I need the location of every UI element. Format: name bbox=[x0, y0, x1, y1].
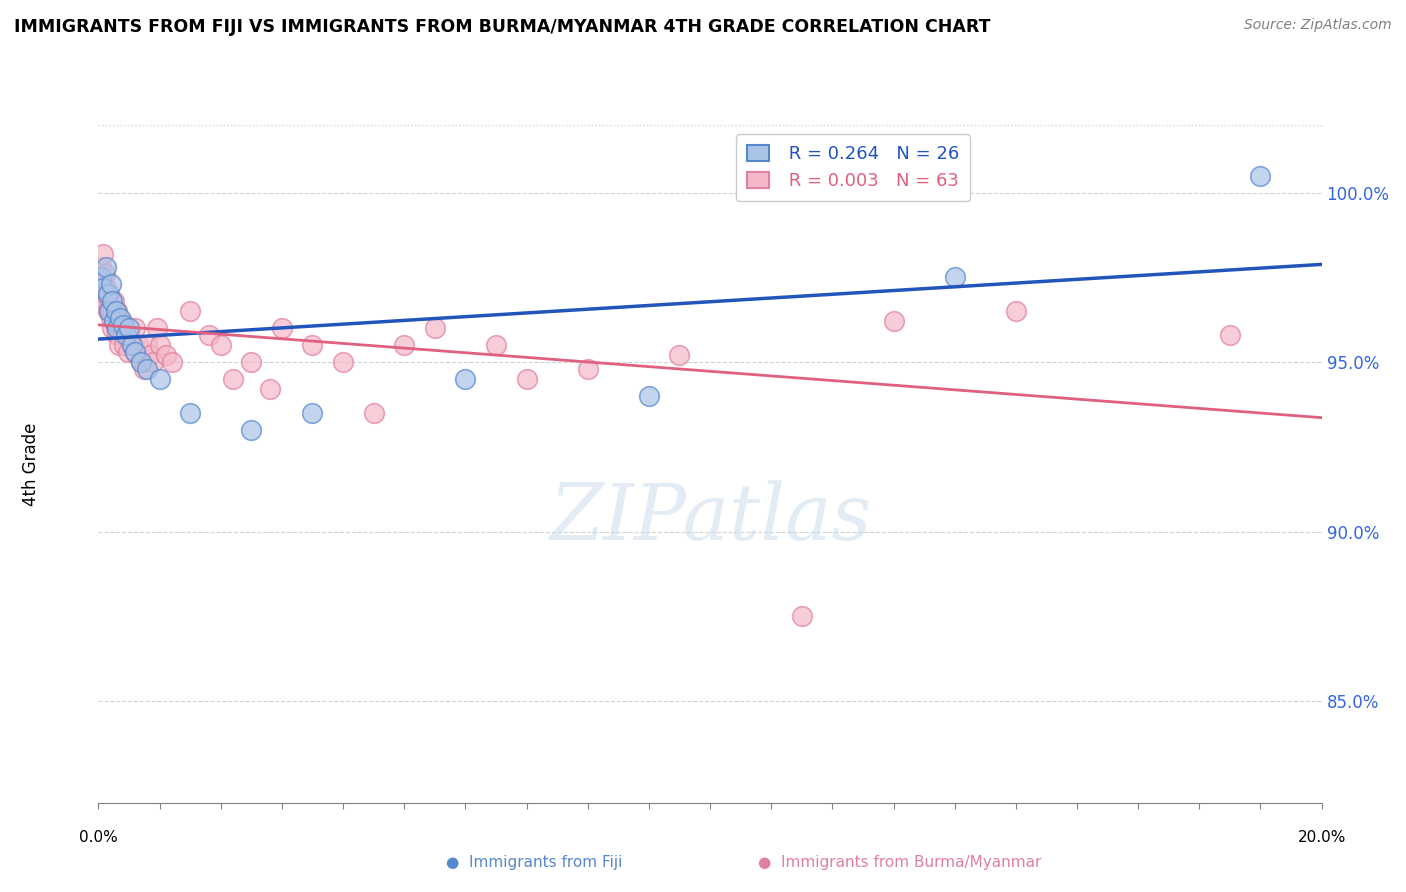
Point bbox=[103, 314, 125, 328]
Point bbox=[101, 321, 124, 335]
Point bbox=[103, 294, 125, 309]
Point bbox=[97, 294, 120, 309]
Point bbox=[423, 321, 446, 335]
Point bbox=[97, 287, 120, 301]
Point bbox=[101, 304, 124, 318]
Text: ZIPatlas: ZIPatlas bbox=[548, 480, 872, 557]
Point bbox=[883, 314, 905, 328]
Point bbox=[108, 311, 131, 326]
Point bbox=[93, 267, 115, 281]
Point bbox=[115, 328, 138, 343]
Point bbox=[240, 423, 263, 437]
Point bbox=[1250, 169, 1272, 183]
Point bbox=[112, 338, 135, 352]
Point bbox=[222, 372, 245, 386]
Point bbox=[270, 321, 294, 335]
Point bbox=[145, 321, 167, 335]
Point bbox=[1219, 328, 1241, 343]
Point bbox=[104, 304, 127, 318]
Point bbox=[98, 304, 121, 318]
Point bbox=[129, 355, 152, 369]
Point bbox=[454, 372, 477, 386]
Point bbox=[121, 338, 143, 352]
Point bbox=[98, 287, 121, 301]
Point bbox=[485, 338, 508, 352]
Point bbox=[118, 321, 141, 335]
Point bbox=[136, 338, 159, 352]
Point bbox=[96, 287, 118, 301]
Text: Source: ZipAtlas.com: Source: ZipAtlas.com bbox=[1244, 18, 1392, 32]
Point bbox=[97, 287, 120, 301]
Point bbox=[149, 338, 172, 352]
Text: 4th Grade: 4th Grade bbox=[22, 422, 41, 506]
Point bbox=[124, 321, 146, 335]
Point bbox=[136, 362, 159, 376]
Point bbox=[127, 338, 149, 352]
Point bbox=[576, 362, 599, 376]
Text: ●  Immigrants from Burma/Myanmar: ● Immigrants from Burma/Myanmar bbox=[758, 855, 1042, 870]
Point bbox=[98, 304, 121, 318]
Point bbox=[100, 277, 122, 292]
Point bbox=[392, 338, 416, 352]
Point bbox=[100, 311, 122, 326]
Point bbox=[209, 338, 232, 352]
Text: 20.0%: 20.0% bbox=[1298, 830, 1346, 845]
Point bbox=[94, 294, 117, 309]
Point bbox=[96, 280, 118, 294]
Point bbox=[790, 609, 813, 624]
Point bbox=[94, 260, 117, 275]
Point bbox=[668, 348, 690, 362]
Point bbox=[107, 338, 129, 352]
Point bbox=[105, 304, 128, 318]
Text: IMMIGRANTS FROM FIJI VS IMMIGRANTS FROM BURMA/MYANMAR 4TH GRADE CORRELATION CHAR: IMMIGRANTS FROM FIJI VS IMMIGRANTS FROM … bbox=[14, 18, 991, 36]
Legend:  R = 0.264   N = 26,  R = 0.003   N = 63: R = 0.264 N = 26, R = 0.003 N = 63 bbox=[737, 134, 970, 201]
Point bbox=[103, 314, 125, 328]
Point bbox=[124, 345, 146, 359]
Point bbox=[149, 372, 172, 386]
Point bbox=[134, 362, 156, 376]
Point bbox=[160, 355, 183, 369]
Point bbox=[124, 345, 146, 359]
Point bbox=[129, 355, 152, 369]
Point bbox=[155, 348, 177, 362]
Point bbox=[1004, 304, 1026, 318]
Point bbox=[117, 345, 139, 359]
Point bbox=[100, 294, 122, 309]
Point bbox=[301, 406, 323, 420]
Point bbox=[104, 321, 127, 335]
Point bbox=[259, 382, 281, 396]
Point bbox=[197, 328, 219, 343]
Point bbox=[111, 328, 134, 343]
Point bbox=[516, 372, 538, 386]
Point bbox=[142, 355, 165, 369]
Point bbox=[139, 348, 162, 362]
Point bbox=[93, 287, 115, 301]
Point bbox=[108, 321, 131, 335]
Point bbox=[115, 321, 138, 335]
Point bbox=[332, 355, 354, 369]
Point bbox=[301, 338, 323, 352]
Text: 0.0%: 0.0% bbox=[79, 830, 118, 845]
Point bbox=[363, 406, 385, 420]
Point bbox=[91, 246, 114, 260]
Point bbox=[943, 270, 966, 285]
Point bbox=[637, 389, 661, 403]
Point bbox=[90, 270, 112, 285]
Point bbox=[121, 338, 143, 352]
Point bbox=[118, 328, 141, 343]
Point bbox=[105, 321, 128, 335]
Point bbox=[111, 318, 134, 332]
Point bbox=[179, 304, 201, 318]
Point bbox=[97, 304, 120, 318]
Point bbox=[90, 260, 112, 275]
Point bbox=[105, 328, 128, 343]
Point bbox=[179, 406, 201, 420]
Point bbox=[91, 270, 114, 285]
Point bbox=[101, 294, 124, 309]
Point bbox=[91, 280, 114, 294]
Point bbox=[240, 355, 263, 369]
Text: ●  Immigrants from Fiji: ● Immigrants from Fiji bbox=[446, 855, 623, 870]
Point bbox=[111, 314, 134, 328]
